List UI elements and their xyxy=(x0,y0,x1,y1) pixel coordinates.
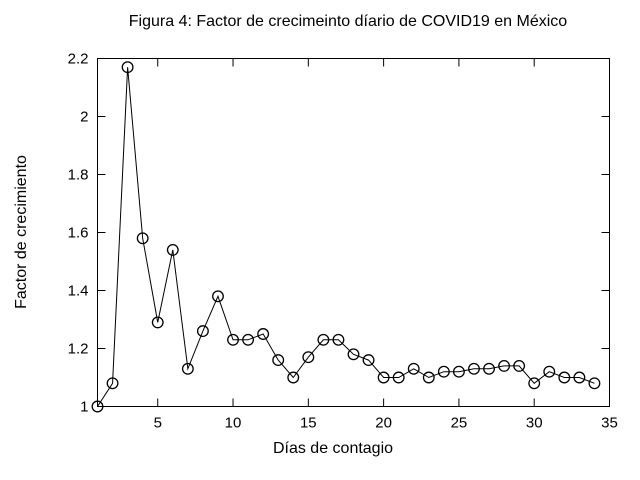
data-point-marker xyxy=(528,377,541,390)
data-point-marker xyxy=(498,359,511,372)
data-point-marker xyxy=(558,371,571,384)
data-point-marker xyxy=(242,333,255,346)
data-point-marker xyxy=(136,232,149,245)
data-point-marker xyxy=(362,354,375,367)
data-line xyxy=(97,67,595,407)
x-tick-label: 20 xyxy=(375,415,392,432)
data-point-marker xyxy=(483,362,495,375)
data-point-marker xyxy=(468,362,480,375)
data-point-marker xyxy=(272,354,285,367)
data-point-marker xyxy=(121,61,134,74)
x-tick-label: 35 xyxy=(601,415,618,432)
data-point-marker xyxy=(543,365,556,378)
data-point-marker xyxy=(347,348,360,361)
data-point-marker xyxy=(302,351,315,364)
y-tick-label: 1.4 xyxy=(68,283,89,300)
data-point-marker xyxy=(106,377,119,390)
y-tick-label: 1.8 xyxy=(68,167,89,184)
data-point-marker xyxy=(181,362,194,375)
x-tick-label: 30 xyxy=(526,415,543,432)
data-point-marker xyxy=(392,371,405,384)
data-point-marker xyxy=(196,325,209,338)
data-point-marker xyxy=(332,333,345,346)
data-point-marker xyxy=(151,316,164,329)
data-point-marker xyxy=(166,243,179,256)
x-axis-label: Días de contagio xyxy=(272,440,394,457)
data-point-marker xyxy=(227,333,239,346)
data-point-marker xyxy=(317,333,330,346)
data-point-marker xyxy=(257,328,270,340)
x-tick-label: 10 xyxy=(225,415,242,432)
x-tick-label: 5 xyxy=(154,415,162,432)
chart-title: Figura 4: Factor de crecimeinto díario d… xyxy=(128,13,568,30)
y-tick-label: 2 xyxy=(80,109,88,126)
data-point-marker xyxy=(437,365,450,378)
data-point-marker xyxy=(287,371,300,384)
data-point-marker xyxy=(588,377,601,390)
data-point-marker xyxy=(91,400,104,413)
data-point-marker xyxy=(422,371,435,384)
data-point-marker xyxy=(513,359,526,372)
data-point-marker xyxy=(573,371,586,384)
data-point-marker xyxy=(452,365,465,378)
x-tick-label: 15 xyxy=(300,415,317,432)
y-tick-label: 2.2 xyxy=(68,51,89,68)
y-tick-label: 1.6 xyxy=(68,225,89,242)
y-tick-label: 1 xyxy=(80,399,88,416)
data-point-marker xyxy=(407,362,420,375)
data-point-marker xyxy=(212,290,224,303)
y-tick-label: 1.2 xyxy=(68,341,89,358)
x-tick-label: 25 xyxy=(451,415,468,432)
data-point-marker xyxy=(377,371,390,384)
